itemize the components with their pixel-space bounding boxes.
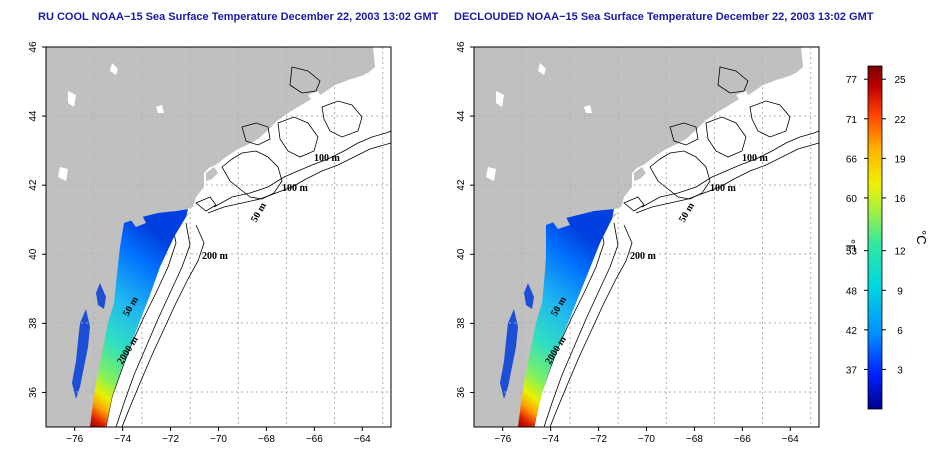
right-lat-tick-label: 40	[456, 248, 467, 260]
colorbar-celsius-tick: 9	[897, 286, 903, 297]
left-lon-tick-label: −66	[306, 434, 323, 445]
colorbar-gradient	[867, 65, 883, 410]
right-lat-tick-label: 46	[456, 41, 467, 53]
left-contour-label-100m-a: 100 m	[314, 153, 341, 164]
right-contour-label-100m-b: 100 m	[710, 183, 737, 194]
colorbar-celsius-tick: 6	[897, 326, 903, 337]
colorbar-celsius-tick: 12	[894, 247, 906, 258]
right-lon-tick-label: −64	[782, 434, 799, 445]
left-lat-tick-label: 38	[28, 317, 39, 329]
left-contour-label-100m-b: 100 m	[282, 183, 309, 194]
colorbar-celsius-tick: 16	[894, 194, 906, 205]
right-lon-tick-label: −66	[734, 434, 751, 445]
colorbar-fahrenheit-tick: 71	[846, 115, 858, 126]
left-lat-tick-label: 46	[28, 41, 39, 53]
axes-layer: −76 −74 −72 −70 −68 −66 −64 46 44 42 40 38 36 −76 −74 −…	[28, 41, 799, 445]
colorbar-fahrenheit-tick: 37	[846, 365, 858, 376]
colorbar-fahrenheit-tick: 66	[846, 154, 858, 165]
right-lon-tick-label: −74	[542, 434, 559, 445]
left-map: 100 m 100 m 50 m 200 m 50 m 2000 m	[45, 46, 392, 428]
colorbar-celsius-tick: 25	[894, 75, 906, 86]
colorbar-fahrenheit-tick: 60	[846, 194, 858, 205]
colorbar-ticks: 77 25 71 22 66 19 60 16 53 12 48 9 42 6 37 3	[846, 75, 906, 376]
right-lon-tick-label: −72	[590, 434, 607, 445]
colorbar: 77 25 71 22 66 19 60 16 53 12 48 9 42 6 37 3 °F °C	[843, 65, 929, 410]
left-lat-tick-label: 40	[28, 248, 39, 260]
left-lon-tick-label: −68	[258, 434, 275, 445]
left-lon-tick-label: −64	[354, 434, 371, 445]
right-lat-tick-label: 36	[456, 386, 467, 398]
left-lat-tick-label: 42	[28, 179, 39, 191]
colorbar-celsius-tick: 19	[894, 154, 906, 165]
colorbar-celsius-label: °C	[914, 230, 929, 245]
left-lon-tick-label: −76	[66, 434, 83, 445]
right-contour-label-100m-a: 100 m	[742, 153, 769, 164]
left-lon-tick-label: −70	[210, 434, 227, 445]
colorbar-celsius-tick: 3	[897, 365, 903, 376]
colorbar-fahrenheit-tick: 77	[846, 75, 858, 86]
left-lon-tick-label: −74	[114, 434, 131, 445]
right-lon-tick-label: −68	[686, 434, 703, 445]
right-lat-tick-label: 38	[456, 317, 467, 329]
colorbar-fahrenheit-tick: 48	[846, 286, 858, 297]
left-panel-title: RU COOL NOAA−15 Sea Surface Temperature …	[38, 11, 439, 23]
left-lat-tick-label: 44	[28, 110, 39, 122]
left-contour-label-200m: 200 m	[202, 251, 229, 262]
right-lon-tick-label: −70	[638, 434, 655, 445]
colorbar-fahrenheit-tick: 42	[846, 326, 858, 337]
right-lat-tick-label: 44	[456, 110, 467, 122]
colorbar-fahrenheit-label: °F	[843, 239, 858, 252]
right-map: 100 m 100 m 50 m 200 m 50 m 2000 m	[473, 46, 820, 428]
sst-swath-left	[90, 209, 188, 427]
colorbar-fahrenheit-tick: 53	[846, 247, 858, 258]
right-lat-tick-label: 42	[456, 179, 467, 191]
right-contour-label-200m: 200 m	[630, 251, 657, 262]
right-lon-tick-label: −76	[494, 434, 511, 445]
right-panel-title: DECLOUDED NOAA−15 Sea Surface Temperatur…	[454, 11, 874, 23]
colorbar-celsius-tick: 22	[894, 115, 906, 126]
sst-swath-right	[518, 209, 614, 427]
left-lon-tick-label: −72	[162, 434, 179, 445]
left-lat-tick-label: 36	[28, 386, 39, 398]
